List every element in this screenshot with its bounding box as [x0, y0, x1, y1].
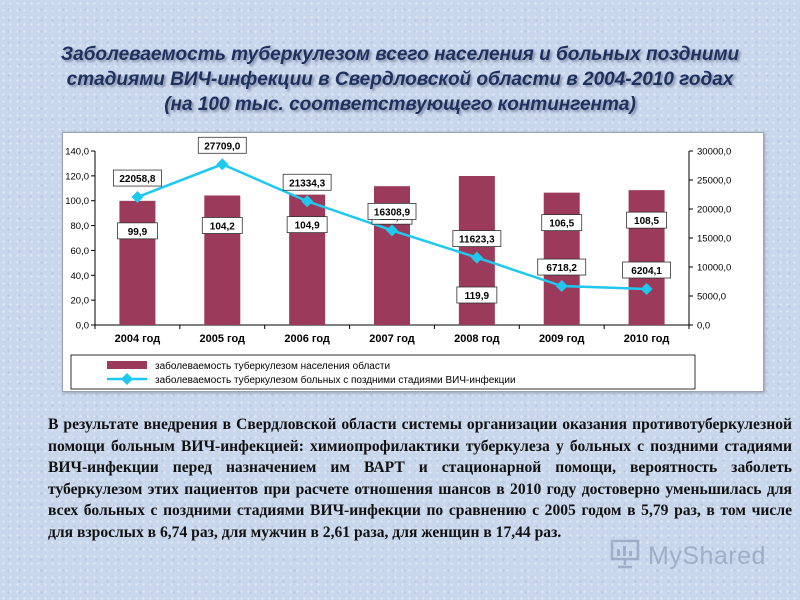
line-label-box: [452, 230, 502, 247]
y-left-tick-label: 100,0: [65, 196, 89, 207]
line-point: [470, 251, 483, 264]
line-point: [386, 224, 398, 237]
x-tick-label: 2006 год: [284, 333, 330, 345]
y-right-tick-label: 15000,0: [697, 234, 731, 245]
bar-label-box: [286, 216, 328, 234]
x-tick-label: 2009 год: [539, 333, 585, 345]
line-label-box: [367, 203, 417, 220]
line-value-label: 22058,8: [119, 174, 156, 185]
legend-swatch-marker: [121, 373, 133, 385]
presentation-board-icon: [610, 539, 640, 569]
line-value-label: 6718,2: [546, 263, 577, 274]
y-left-tick-label: 60,0: [71, 246, 90, 257]
title-line-2: стадиями ВИЧ-инфекции в Свердловской обл…: [66, 69, 734, 90]
watermark-text: MyShared: [648, 542, 766, 570]
line-point: [640, 283, 653, 296]
legend-box: [70, 354, 696, 390]
line-point: [216, 158, 229, 171]
y-left-tick-label: 20,0: [71, 296, 90, 307]
line-label-box: [537, 258, 587, 276]
title-line-3: (на 100 тыс. соответствующего контингент…: [164, 94, 636, 115]
x-tick-label: 2007 год: [369, 333, 415, 345]
bar-label-box: [201, 217, 243, 234]
line-point: [131, 191, 144, 204]
bar: [119, 200, 156, 325]
bar-value-label: 106,5: [549, 219, 574, 230]
y-left-tick-label: 140,0: [65, 147, 89, 158]
bar: [204, 195, 241, 325]
bar-value-label: 108,5: [634, 216, 659, 227]
x-tick-label: 2005 год: [200, 333, 246, 345]
legend-label-bar: заболеваемость туберкулезом населения об…: [155, 360, 390, 372]
bar-value-label: 104,9: [295, 221, 320, 232]
chart-area: 0,0 20,0 40,0 60,0 80,0 100,0 120,0 140,0 0,0 500…: [62, 132, 764, 392]
combo-chart: 0,0 20,0 40,0 60,0 80,0 100,0 120,0 140,0 0,0 500…: [65, 136, 731, 390]
line-label-box: [113, 169, 162, 187]
y-right-tick-label: 20000,0: [697, 205, 731, 216]
body-paragraph: В результате внедрения в Свердловской об…: [48, 416, 792, 541]
bar-label-box: [626, 211, 667, 229]
legend-swatch-bar: [107, 361, 147, 369]
line-value-label: 11623,3: [459, 235, 495, 246]
x-tick-label: 2004 год: [115, 333, 161, 345]
bar-value-label: 99,9: [128, 227, 148, 238]
line-point: [555, 280, 568, 293]
line-label-box: [282, 173, 332, 191]
y-left-tick-label: 40,0: [71, 271, 90, 282]
bar-label-box: [456, 286, 498, 304]
y-right-tick-label: 25000,0: [697, 176, 731, 187]
watermark: MyShared: [608, 536, 788, 576]
line-value-label: 21334,3: [289, 178, 326, 189]
slide-title: Заболеваемость туберкулезом всего населе…: [40, 42, 760, 117]
line-label-box: [622, 261, 671, 279]
line-point: [301, 195, 314, 208]
x-tick-label: 2010 год: [624, 333, 670, 345]
y-right-tick-label: 0,0: [697, 321, 710, 332]
y-right-tick-label: 10000,0: [697, 263, 731, 274]
bar-value-label: 119,9: [465, 291, 490, 302]
bar: [628, 190, 665, 325]
line-value-label: 16308,9: [374, 207, 411, 218]
bar: [289, 194, 326, 325]
bar-label-box: [117, 222, 158, 240]
bar-label-box: [541, 214, 583, 232]
y-right-tick-label: 30000,0: [697, 147, 731, 158]
line-label-box: [197, 136, 247, 154]
line-value-label: 6204,1: [631, 266, 662, 277]
y-left-tick-label: 120,0: [65, 171, 89, 182]
bar-value-label: 104,2: [210, 221, 235, 232]
y-left-tick-label: 80,0: [71, 221, 90, 232]
y-right-tick-label: 5000,0: [697, 292, 726, 303]
title-line-1: Заболеваемость туберкулезом всего населе…: [60, 44, 740, 65]
line-value-label: 27709,0: [204, 141, 241, 152]
x-tick-label: 2008 год: [454, 333, 500, 345]
legend-label-line: заболеваемость туберкулезом больных с по…: [155, 374, 516, 386]
y-left-tick-label: 0,0: [76, 321, 89, 332]
